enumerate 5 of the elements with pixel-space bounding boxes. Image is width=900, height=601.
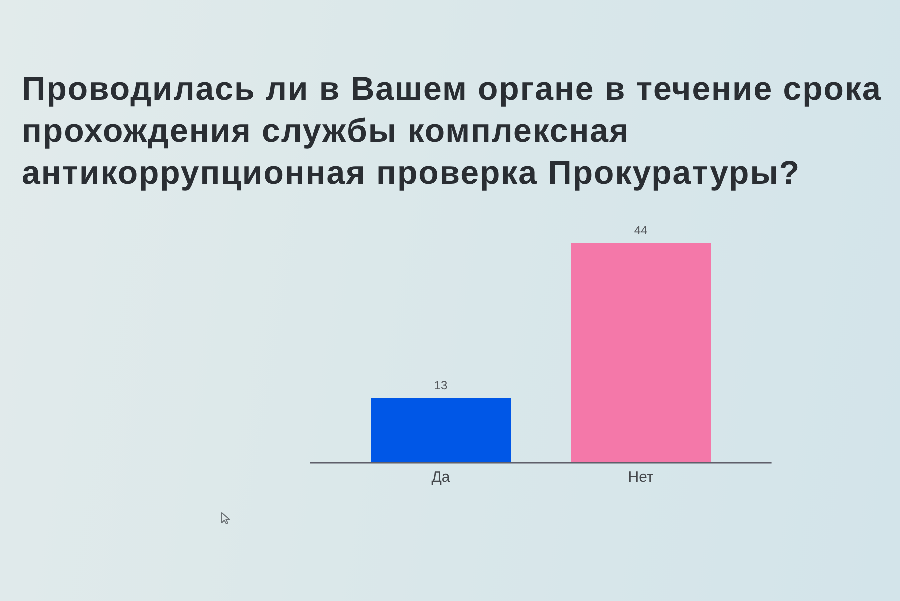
x-tick-label: Нет bbox=[628, 469, 654, 486]
chart-title: Проводилась ли в Вашем органе в течение срока прохождения службы комплексная антикоррупционная проверка Прокуратуры? bbox=[22, 69, 883, 193]
data-label: 44 bbox=[634, 223, 648, 238]
data-label: 13 bbox=[434, 378, 448, 392]
x-tick-label: Да bbox=[432, 469, 451, 486]
